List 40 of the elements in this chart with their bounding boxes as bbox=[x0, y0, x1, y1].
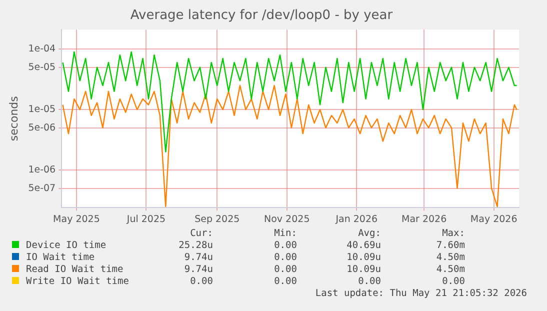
y-tick-label: 5e-05 bbox=[28, 62, 56, 73]
legend-label: IO Wait time bbox=[25, 252, 96, 264]
text: 0.00 bbox=[273, 252, 297, 264]
y-tick-label: 1e-06 bbox=[28, 164, 56, 176]
text: 7.60m bbox=[435, 240, 465, 252]
text: 4.50m bbox=[435, 264, 465, 276]
text: Min: bbox=[273, 228, 297, 240]
y-tick-label: 5e-06 bbox=[28, 122, 56, 134]
y-tick-label: 1e-04 bbox=[28, 44, 56, 55]
text: 25.28u bbox=[178, 240, 213, 252]
x-tick-label: Sep 2025 bbox=[194, 214, 240, 225]
text: Avg: bbox=[357, 228, 381, 240]
x-tick-label: May 2026 bbox=[470, 214, 518, 225]
text: 10.09u bbox=[346, 264, 381, 276]
text: 0.00 bbox=[273, 264, 297, 276]
text: 0.00 bbox=[357, 276, 381, 288]
text: 9.74u bbox=[183, 252, 213, 264]
legend-label: Read IO Wait time bbox=[25, 264, 124, 276]
text: Last update: Thu May 21 21:05:32 2026 bbox=[314, 288, 527, 300]
text: 0.00 bbox=[273, 240, 297, 252]
legend-label: Device IO time bbox=[25, 240, 108, 252]
text: 9.74u bbox=[183, 264, 213, 276]
text: 4.50m bbox=[435, 252, 465, 264]
text: 0.00 bbox=[189, 276, 213, 288]
x-tick-label: May 2025 bbox=[53, 214, 100, 225]
text: 10.09u bbox=[346, 252, 381, 264]
x-tick-label: Mar 2026 bbox=[402, 214, 447, 225]
text: 40.69u bbox=[346, 240, 381, 252]
x-tick-label: Jan 2026 bbox=[334, 214, 378, 225]
y-axis-title: seconds bbox=[7, 96, 20, 142]
y-tick-label: 5e-07 bbox=[28, 182, 56, 194]
text: 0.00 bbox=[441, 276, 465, 288]
legend-label: Write IO Wait time bbox=[25, 276, 129, 288]
text: Max: bbox=[441, 228, 465, 240]
y-tick-label: 1e-05 bbox=[28, 104, 56, 116]
chart-title: Average latency for /dev/loop0 - by year bbox=[130, 8, 394, 24]
x-tick-label: Jul 2025 bbox=[126, 214, 166, 225]
text: 0.00 bbox=[273, 276, 297, 288]
x-tick-label: Nov 2025 bbox=[264, 214, 310, 225]
text: Cur: bbox=[189, 228, 213, 240]
